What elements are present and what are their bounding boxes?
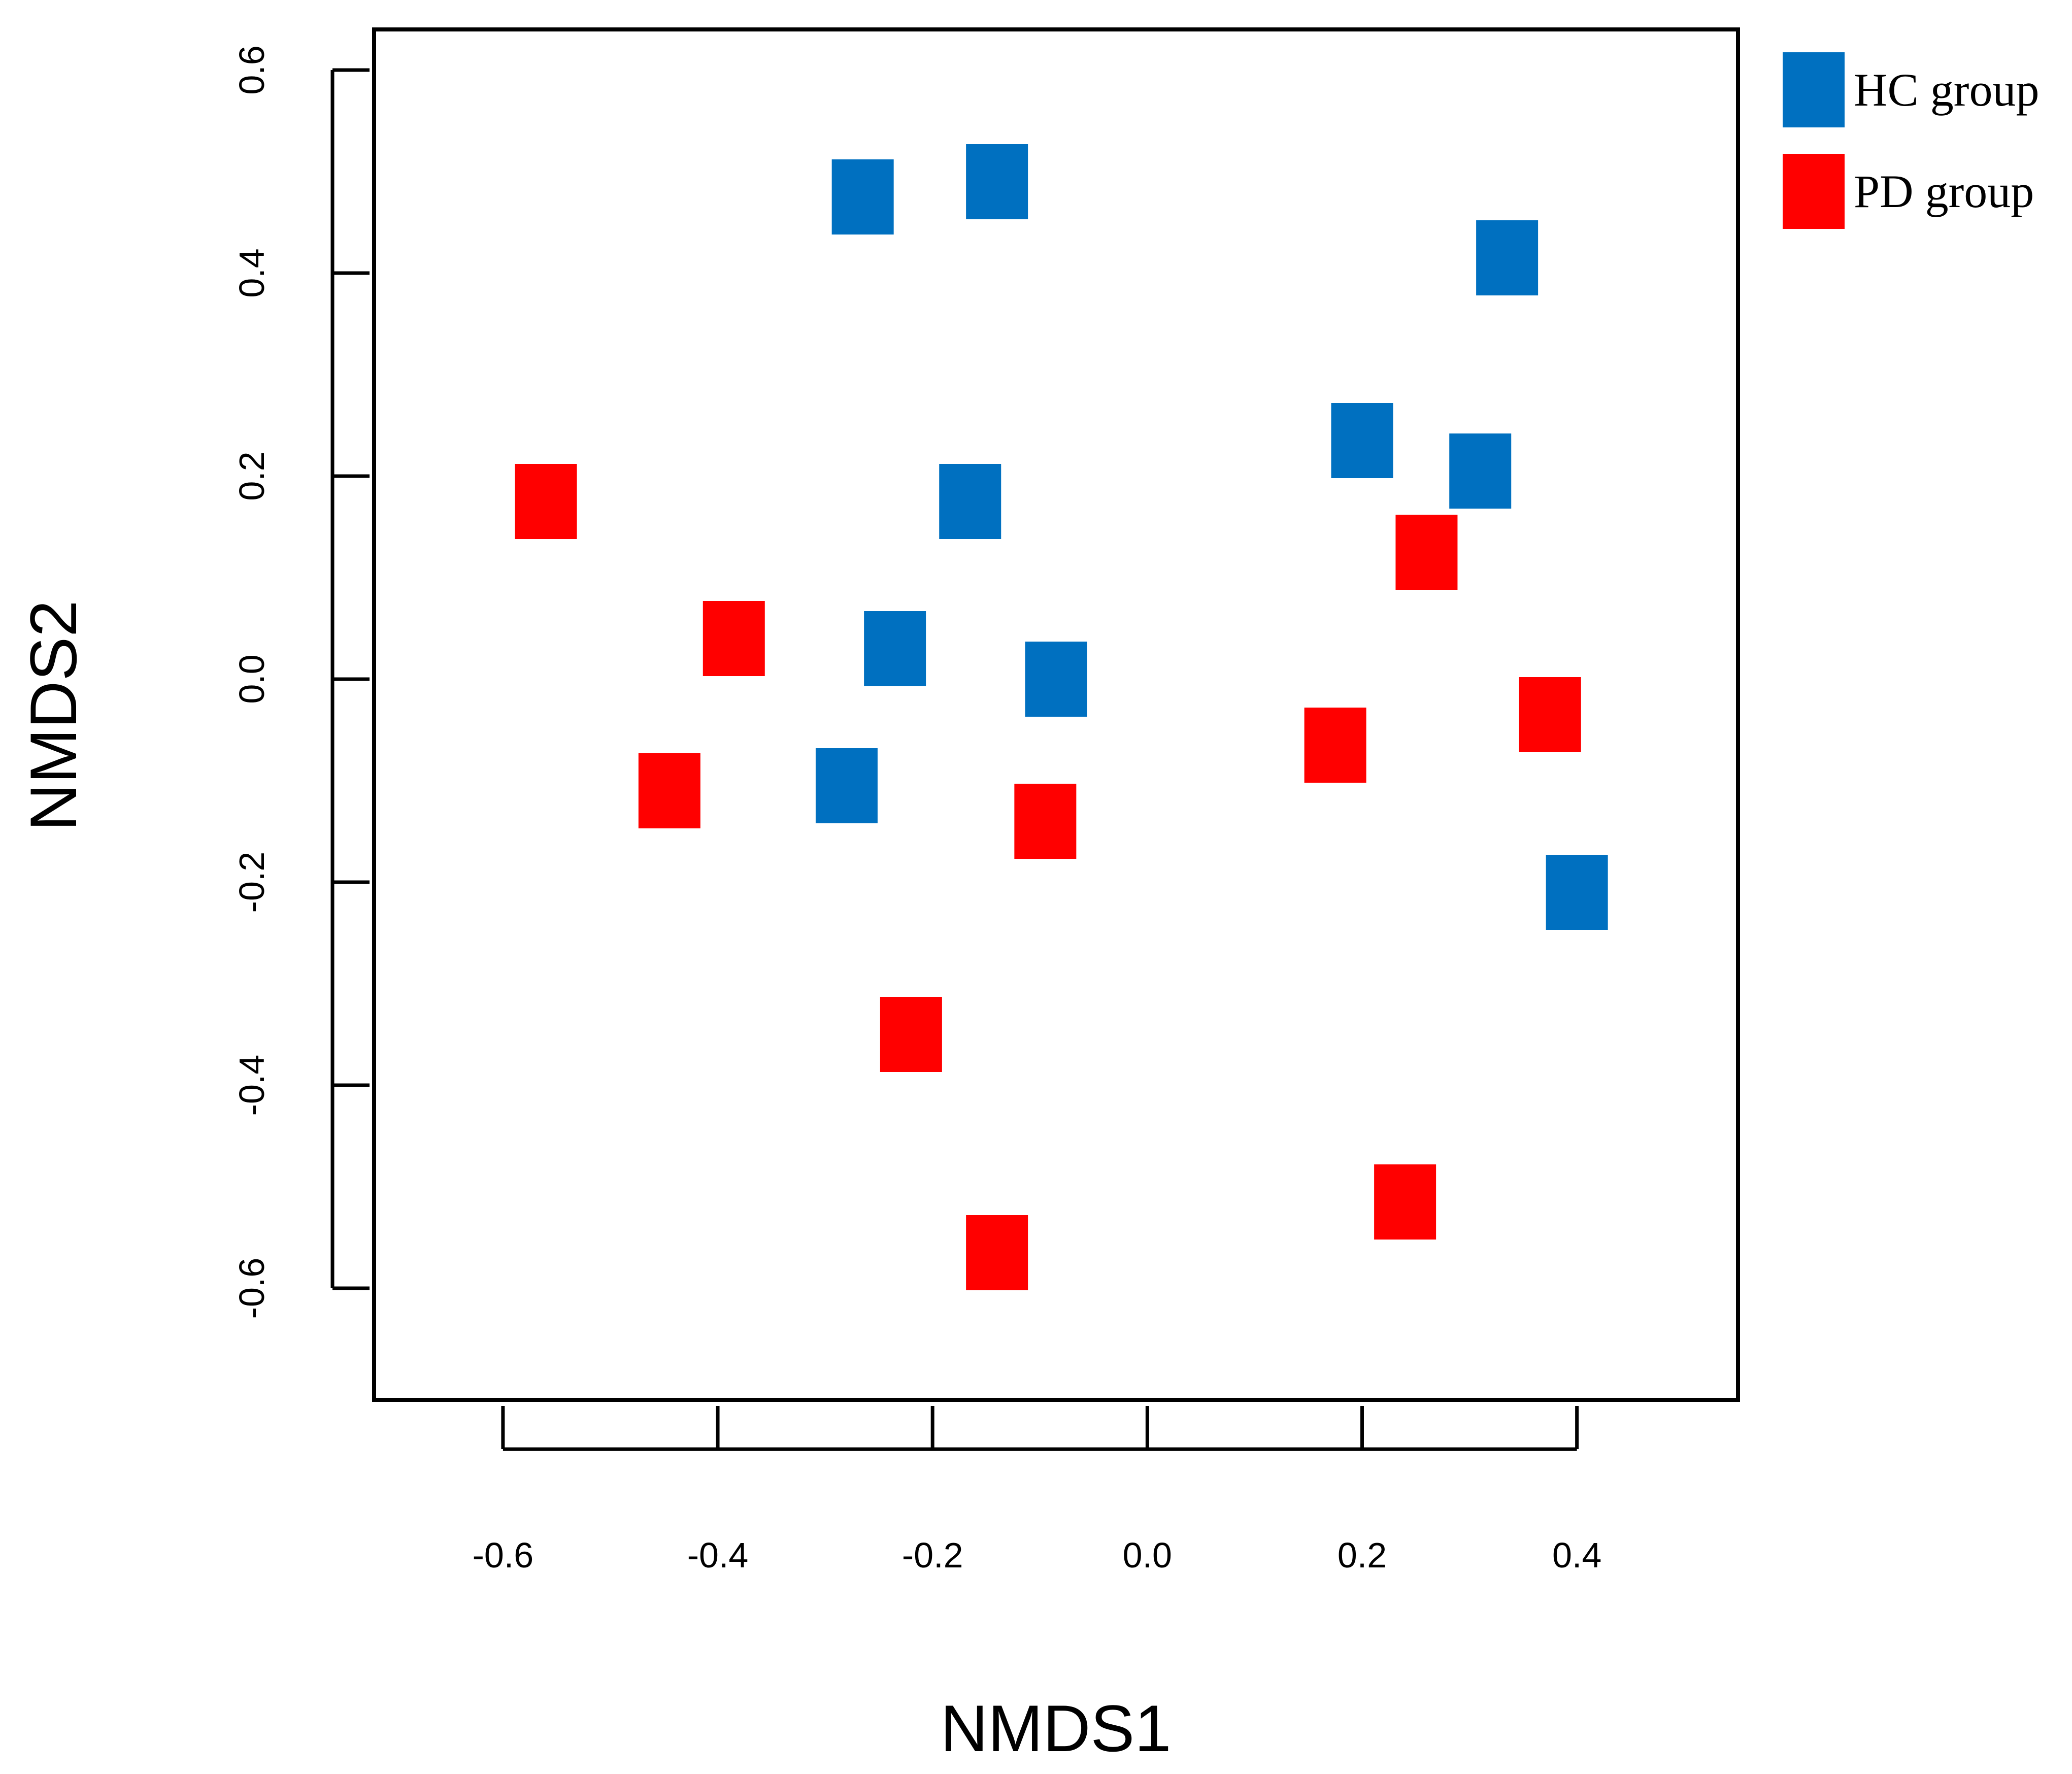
point-pd-group: [1014, 784, 1077, 859]
plot-frame: [372, 27, 1740, 1402]
legend: HC group PD group: [1783, 52, 2039, 229]
y-tick-label: -0.6: [232, 1258, 272, 1319]
x-tick-label: 0.2: [1338, 1535, 1387, 1575]
x-tick-label: -0.2: [902, 1535, 963, 1575]
point-hc-group: [1025, 642, 1087, 717]
y-tick-label: 0.0: [232, 654, 272, 704]
point-pd-group: [638, 753, 700, 828]
point-pd-group: [880, 997, 942, 1072]
point-hc-group: [939, 464, 1001, 539]
x-tick-label: 0.4: [1552, 1535, 1601, 1575]
legend-label: HC group: [1854, 64, 2039, 116]
point-hc-group: [1331, 403, 1393, 478]
point-hc-group: [1546, 855, 1608, 930]
point-hc-group: [1476, 220, 1539, 295]
points-layer: [515, 144, 1608, 1290]
y-tick-label: -0.4: [232, 1055, 272, 1116]
y-tick-label: 0.2: [232, 451, 272, 500]
y-axis: -0.6 -0.4 -0.2 0.0 0.2 0.4 0.6: [232, 45, 370, 1319]
point-hc-group: [815, 748, 878, 823]
y-tick-label: 0.4: [232, 248, 272, 297]
legend-label: PD group: [1854, 165, 2034, 217]
legend-swatch: [1783, 154, 1845, 229]
y-axis-title: NMDS2: [16, 600, 90, 831]
point-pd-group: [1304, 708, 1366, 783]
point-pd-group: [1395, 515, 1458, 590]
point-pd-group: [1374, 1164, 1436, 1240]
point-hc-group: [1449, 433, 1512, 509]
y-tick-label: -0.2: [232, 852, 272, 913]
x-tick-label: -0.6: [473, 1535, 534, 1575]
point-hc-group: [966, 144, 1028, 219]
point-pd-group: [1519, 677, 1581, 752]
x-tick-label: 0.0: [1123, 1535, 1172, 1575]
point-pd-group: [703, 601, 765, 676]
x-axis: -0.6 -0.4 -0.2 0.0 0.2 0.4: [473, 1406, 1601, 1575]
point-hc-group: [831, 159, 894, 235]
x-axis-title: NMDS1: [940, 1691, 1171, 1765]
point-pd-group: [966, 1215, 1028, 1290]
point-pd-group: [515, 464, 577, 539]
y-tick-label: 0.6: [232, 45, 272, 94]
legend-swatch: [1783, 52, 1845, 127]
x-tick-label: -0.4: [687, 1535, 749, 1575]
point-hc-group: [864, 611, 926, 686]
